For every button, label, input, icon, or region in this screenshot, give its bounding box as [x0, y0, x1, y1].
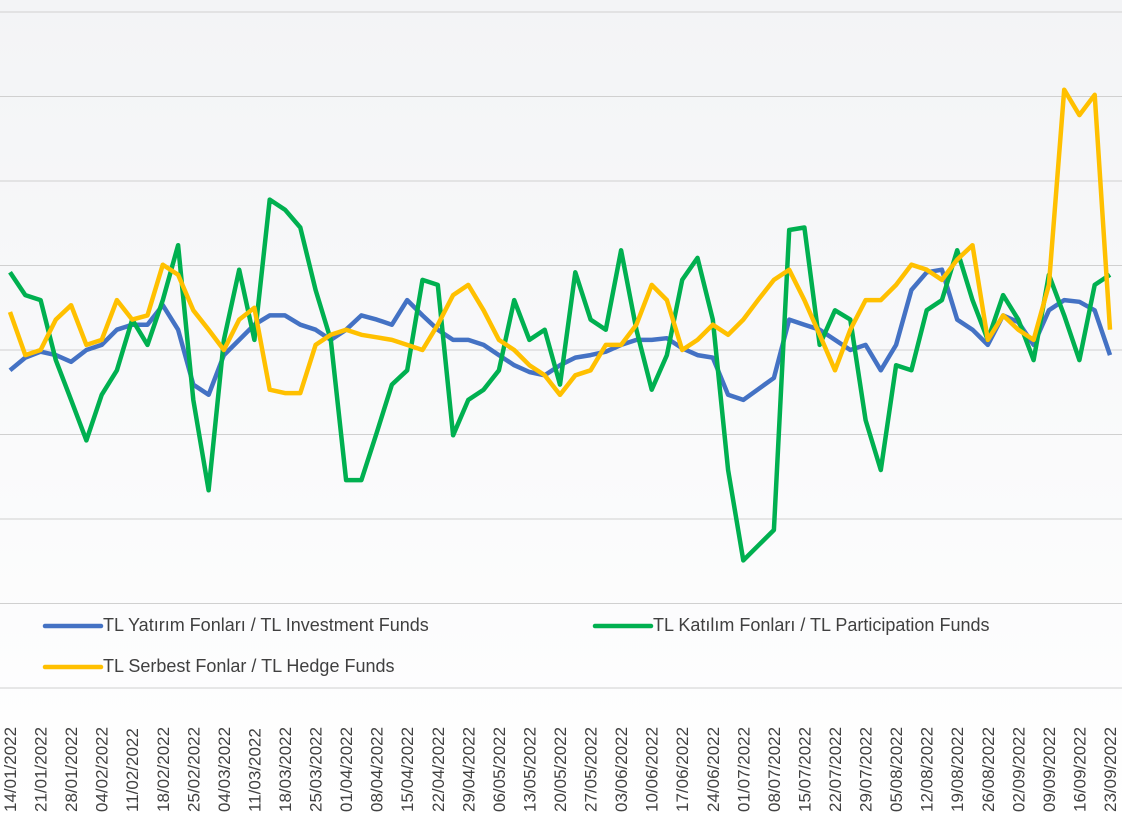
x-tick-label: 04/02/2022 [93, 727, 112, 812]
x-tick-label: 09/09/2022 [1040, 727, 1059, 812]
x-tick-label: 11/02/2022 [123, 728, 142, 812]
series-line [7, 87, 1113, 398]
x-tick-label: 01/04/2022 [337, 727, 356, 812]
x-tick-label: 19/08/2022 [948, 727, 967, 812]
x-tick-label: 22/04/2022 [429, 727, 448, 812]
x-tick-label: 16/09/2022 [1070, 727, 1089, 812]
x-tick-label: 28/01/2022 [62, 727, 81, 812]
x-tick-label: 11/03/2022 [245, 728, 264, 812]
x-tick-label: 24/06/2022 [704, 727, 723, 812]
legend-label: TL Katılım Fonları / TL Participation Fu… [653, 615, 989, 635]
x-tick-label: 25/03/2022 [307, 727, 326, 812]
legend: TL Yatırım Fonları / TL Investment Funds… [42, 615, 989, 676]
x-tick-label: 03/06/2022 [612, 727, 631, 812]
x-tick-label: 01/07/2022 [734, 727, 753, 812]
lines [7, 87, 1113, 563]
x-tick-label: 20/05/2022 [551, 727, 570, 812]
series-line [8, 197, 1112, 563]
x-tick-label: 17/06/2022 [673, 727, 692, 812]
x-tick-label: 26/08/2022 [979, 727, 998, 812]
x-tick-label: 29/07/2022 [857, 727, 876, 812]
x-tick-label: 29/04/2022 [459, 727, 478, 812]
x-tick-label: 05/08/2022 [887, 727, 906, 812]
x-tick-label: 21/01/2022 [32, 727, 51, 812]
x-tick-label: 27/05/2022 [582, 727, 601, 812]
x-tick-label: 06/05/2022 [490, 727, 509, 812]
x-tick-label: 18/03/2022 [276, 727, 295, 812]
x-tick-label: 15/07/2022 [795, 727, 814, 812]
x-tick-label: 18/02/2022 [154, 727, 173, 812]
x-tick-label: 25/02/2022 [184, 727, 203, 812]
x-tick-label: 08/07/2022 [765, 727, 784, 812]
x-tick-label: 08/04/2022 [368, 727, 387, 812]
x-tick-label: 02/09/2022 [1009, 727, 1028, 812]
x-axis: 14/01/2022 21/01/2022 28/01/2022 04/02/2022… [1, 727, 1120, 812]
legend-label: TL Yatırım Fonları / TL Investment Funds [103, 615, 429, 635]
x-tick-label: 23/09/2022 [1101, 727, 1120, 812]
x-tick-label: 14/01/2022 [1, 727, 20, 812]
legend-label: TL Serbest Fonlar / TL Hedge Funds [103, 656, 394, 676]
x-tick-label: 04/03/2022 [215, 727, 234, 812]
x-tick-label: 22/07/2022 [826, 727, 845, 812]
x-tick-label: 10/06/2022 [643, 727, 662, 812]
x-tick-label: 13/05/2022 [520, 727, 539, 812]
x-tick-label: 12/08/2022 [918, 727, 937, 812]
x-tick-label: 15/04/2022 [398, 727, 417, 812]
